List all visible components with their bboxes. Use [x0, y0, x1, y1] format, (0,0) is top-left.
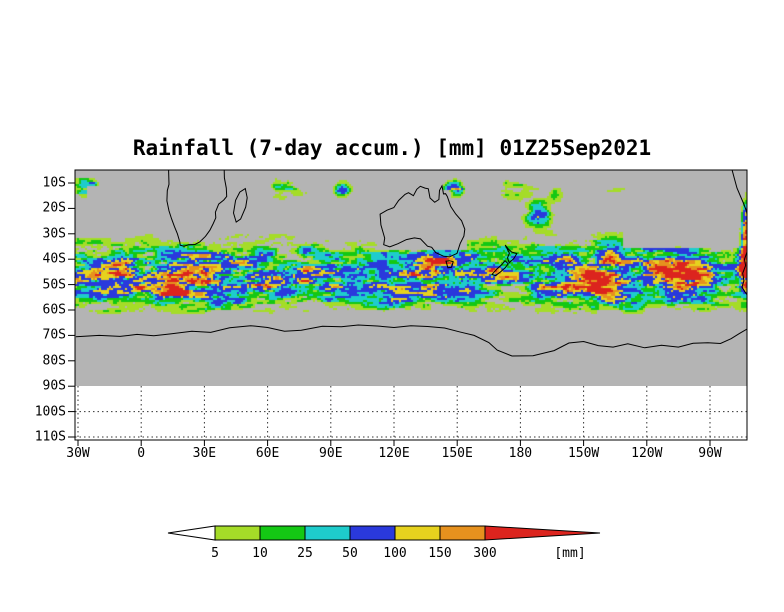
x-tick-label: 180 — [508, 446, 533, 461]
colorbar-segment — [394, 525, 441, 541]
colorbar-boundary-label: 150 — [428, 546, 451, 561]
colorbar-boundary-label: 50 — [342, 546, 358, 561]
coastline-madagascar — [232, 187, 248, 223]
x-tick-label: 90E — [319, 446, 343, 461]
colorbar — [167, 525, 601, 541]
x-tick-label: 120E — [378, 446, 410, 461]
y-tick-label: 30S — [42, 226, 66, 242]
colorbar-segment — [439, 525, 486, 541]
y-tick-label: 60S — [42, 302, 66, 318]
x-tick-label: 30W — [66, 446, 90, 461]
coastline-south-america-upper — [731, 170, 747, 215]
colorbar-boundary-label: 10 — [252, 546, 268, 561]
colorbar-boundary-label: 5 — [211, 546, 219, 561]
x-tick-label: 60E — [255, 446, 280, 461]
x-tick-label: 120W — [631, 446, 663, 461]
colorbar-boundary-label: 25 — [297, 546, 313, 561]
colorbar-above-arrow — [484, 525, 601, 541]
chart-title: Rainfall (7-day accum.) [mm] 01Z25Sep202… — [132, 136, 652, 160]
colorbar-unit-label: [mm] — [554, 546, 585, 561]
y-tick-label: 70S — [42, 327, 66, 343]
y-tick-label: 100S — [34, 404, 66, 420]
coastline-tasmania — [445, 260, 454, 269]
y-tick-label: 50S — [42, 277, 66, 293]
colorbar-boundary-label: 300 — [473, 546, 496, 561]
y-tick-label: 10S — [42, 175, 66, 191]
plot-frame — [74, 169, 748, 441]
colorbar-segment — [214, 525, 261, 541]
coastline-south-america-lower — [741, 251, 747, 296]
colorbar-segment — [304, 525, 351, 541]
colorbar-segment — [259, 525, 306, 541]
y-tick-label: 80S — [42, 353, 66, 369]
colorbar-boundary-label: 100 — [383, 546, 406, 561]
coastlines — [75, 170, 747, 357]
coastline-new-zealand-south — [491, 259, 509, 277]
x-tick-label: 150W — [567, 446, 600, 461]
x-tick-label: 0 — [137, 446, 146, 461]
colorbar-labels: 5 10 25 50 100 150 300 [mm] — [211, 546, 586, 561]
x-tick-label: 30E — [192, 446, 217, 461]
x-tick-label: 150E — [441, 446, 473, 461]
coastline-antarctica — [75, 324, 747, 357]
colorbar-segment — [349, 525, 396, 541]
coastline-africa — [166, 170, 228, 247]
coastline-new-zealand-north — [504, 244, 518, 264]
rainfall-field-canvas — [75, 170, 747, 386]
axes-frame — [68, 169, 748, 446]
coastline-australia — [379, 184, 466, 258]
y-tick-label: 110S — [34, 429, 66, 445]
y-tick-label: 90S — [42, 378, 66, 394]
y-tick-label: 40S — [42, 251, 66, 267]
y-tick-label: 20S — [42, 200, 66, 216]
graticule — [75, 386, 747, 440]
colorbar-below-arrow — [167, 525, 216, 541]
x-tick-label: 90W — [698, 446, 722, 461]
